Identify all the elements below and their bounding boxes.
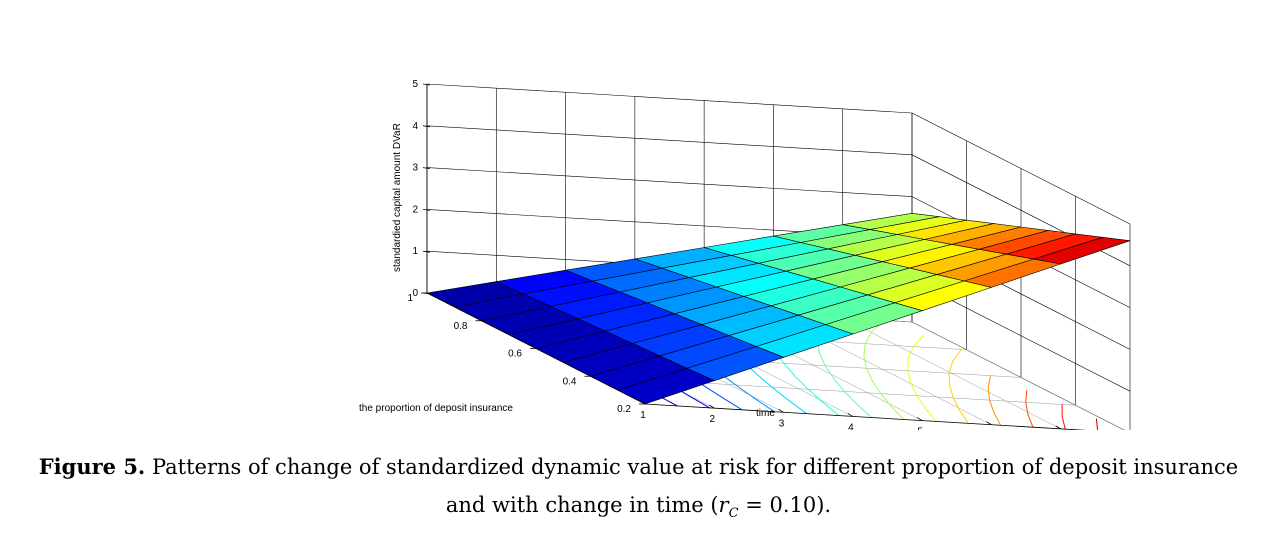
z-tick	[422, 83, 431, 86]
x-tick	[778, 408, 784, 413]
surface	[426, 213, 1131, 405]
caption-subscript: C	[728, 506, 739, 522]
gridline-z-wall-p	[911, 112, 1131, 225]
x-tick	[986, 421, 992, 426]
x-tick-label: 2	[710, 414, 716, 425]
z-tick-label: 4	[412, 121, 418, 132]
gridline-z-wall-time	[426, 83, 913, 114]
y-tick-label: 0.6	[508, 349, 522, 360]
x-tick-label: 1	[640, 410, 646, 421]
x-tick-label: 3	[779, 418, 785, 429]
caption-line-1: Figure 5. Patterns of change of standard…	[0, 448, 1277, 486]
y-tick-label: 1	[407, 293, 413, 304]
z-tick-label: 3	[412, 163, 418, 174]
figure-caption: Figure 5. Patterns of change of standard…	[0, 448, 1277, 533]
x-tick-label: 5	[917, 427, 923, 430]
caption-text-1: Patterns of change of standardized dynam…	[151, 455, 1239, 479]
x-tick	[639, 400, 646, 405]
caption-variable: r	[718, 493, 729, 517]
z-tick-label: 5	[412, 79, 418, 90]
contour-line	[1061, 404, 1066, 430]
y-tick-label: 0.4	[563, 376, 577, 387]
caption-text-2a: and with change in time (	[445, 493, 719, 517]
z-axis-label: standardied capital amount DVaR	[392, 123, 403, 272]
caption-figure-label: Figure 5.	[38, 454, 146, 479]
contour-line	[987, 375, 1002, 426]
contour-line	[1095, 418, 1099, 430]
contour-line	[948, 349, 969, 424]
z-tick-label: 2	[412, 204, 418, 215]
x-tick	[709, 404, 715, 409]
z-tick-label: 0	[412, 288, 418, 299]
gridline-z-wall-time	[426, 167, 913, 197]
x-tick	[916, 417, 923, 421]
floor-gridline-p	[644, 403, 1085, 430]
x-tick	[1055, 425, 1061, 430]
z-tick	[422, 250, 431, 253]
z-tick-label: 1	[412, 246, 418, 257]
contour-line	[907, 334, 937, 422]
caption-text-2b: = 0.10).	[738, 493, 832, 517]
contour-line	[863, 320, 905, 420]
y-tick-label: 0.8	[454, 321, 468, 332]
x-axis-label: time	[756, 408, 775, 419]
caption-line-2: and with change in time (rC = 0.10).	[0, 486, 1277, 533]
y-tick-label: 0.2	[617, 404, 631, 415]
z-tick	[422, 209, 431, 211]
gridline-z-wall-time	[426, 125, 913, 156]
z-tick	[422, 167, 431, 169]
x-tick	[847, 413, 854, 417]
x-axis	[644, 403, 1087, 430]
z-tick	[422, 125, 431, 128]
contour-line	[1025, 390, 1034, 428]
y-axis-label: the proportion of deposit insurance	[359, 403, 513, 414]
x-tick-label: 4	[848, 422, 854, 430]
